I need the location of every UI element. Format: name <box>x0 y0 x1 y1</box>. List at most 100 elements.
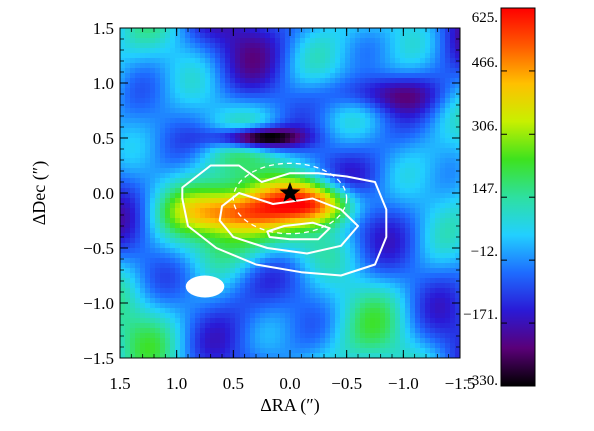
heatmap-cell <box>405 58 411 64</box>
heatmap-cell <box>165 83 171 89</box>
heatmap-cell <box>260 308 266 314</box>
heatmap-cell <box>295 103 301 109</box>
heatmap-cell <box>435 78 441 84</box>
heatmap-cell <box>340 343 346 349</box>
heatmap-cell <box>185 113 191 119</box>
heatmap-cell <box>170 128 176 134</box>
heatmap-cell <box>445 113 451 119</box>
heatmap-cell <box>370 168 376 174</box>
heatmap-cell <box>375 78 381 84</box>
heatmap-cell <box>320 113 326 119</box>
heatmap-cell <box>420 328 426 334</box>
heatmap-cell <box>195 213 201 219</box>
heatmap-cell <box>285 113 291 119</box>
heatmap-cell <box>180 178 186 184</box>
heatmap-cell <box>400 288 406 294</box>
heatmap-cell <box>430 68 436 74</box>
heatmap-cell <box>430 128 436 134</box>
heatmap-cell <box>305 148 311 154</box>
heatmap-cell <box>305 198 311 204</box>
heatmap-cell <box>260 253 266 259</box>
heatmap-cell <box>235 288 241 294</box>
heatmap-cell <box>435 323 441 329</box>
heatmap-cell <box>400 63 406 69</box>
heatmap-cell <box>200 263 206 269</box>
heatmap-cell <box>230 323 236 329</box>
heatmap-cell <box>420 103 426 109</box>
heatmap-cell <box>360 103 366 109</box>
heatmap-cell <box>160 183 166 189</box>
heatmap-cell <box>130 298 136 304</box>
heatmap-cell <box>210 353 216 358</box>
heatmap-cell <box>405 258 411 264</box>
heatmap-cell <box>410 48 416 54</box>
heatmap-cell <box>405 303 411 309</box>
heatmap-cell <box>400 318 406 324</box>
heatmap-cell <box>235 188 241 194</box>
heatmap-cell <box>330 248 336 254</box>
heatmap-cell <box>210 168 216 174</box>
heatmap-cell <box>135 223 141 229</box>
heatmap-cell <box>435 258 441 264</box>
heatmap-cell <box>380 68 386 74</box>
heatmap-cell <box>175 138 181 144</box>
heatmap-cell <box>385 178 391 184</box>
heatmap-cell <box>395 63 401 69</box>
heatmap-cell <box>240 48 246 54</box>
heatmap-cell <box>300 178 306 184</box>
heatmap-cell <box>160 123 166 129</box>
heatmap-cell <box>190 203 196 209</box>
heatmap-cell <box>380 318 386 324</box>
heatmap-cell <box>350 168 356 174</box>
heatmap-cell <box>315 263 321 269</box>
heatmap-cell <box>235 318 241 324</box>
heatmap-cell <box>430 208 436 214</box>
heatmap-cell <box>225 178 231 184</box>
heatmap-cell <box>310 283 316 289</box>
heatmap-cell <box>160 213 166 219</box>
heatmap-cell <box>205 198 211 204</box>
heatmap-cell <box>370 88 376 94</box>
heatmap-cell <box>350 148 356 154</box>
heatmap-cell <box>370 58 376 64</box>
heatmap-cell <box>240 73 246 79</box>
heatmap-cell <box>235 88 241 94</box>
heatmap-cell <box>420 213 426 219</box>
heatmap-cell <box>340 103 346 109</box>
heatmap-cell <box>340 143 346 149</box>
heatmap-cell <box>310 188 316 194</box>
heatmap-cell <box>360 333 366 339</box>
heatmap-cell <box>200 63 206 69</box>
heatmap-cell <box>425 213 431 219</box>
heatmap-cell <box>335 293 341 299</box>
heatmap-cell <box>140 278 146 284</box>
heatmap-cell <box>160 228 166 234</box>
heatmap-cell <box>440 238 446 244</box>
heatmap-cell <box>150 88 156 94</box>
heatmap-cell <box>395 113 401 119</box>
heatmap-cell <box>400 278 406 284</box>
heatmap-cell <box>335 303 341 309</box>
heatmap-cell <box>120 343 126 349</box>
heatmap-cell <box>225 88 231 94</box>
heatmap-cell <box>155 308 161 314</box>
heatmap-cell <box>185 78 191 84</box>
heatmap-cell <box>180 68 186 74</box>
heatmap-cell <box>430 48 436 54</box>
heatmap-cell <box>435 143 441 149</box>
heatmap-cell <box>175 248 181 254</box>
heatmap-cell <box>130 323 136 329</box>
heatmap-cell <box>320 263 326 269</box>
heatmap-cell <box>300 238 306 244</box>
heatmap-cell <box>440 308 446 314</box>
heatmap-cell <box>160 118 166 124</box>
heatmap-cell <box>445 283 451 289</box>
heatmap-cell <box>145 328 151 334</box>
heatmap-cell <box>340 238 346 244</box>
heatmap-cell <box>320 183 326 189</box>
heatmap-cell <box>390 323 396 329</box>
heatmap-cell <box>245 328 251 334</box>
heatmap-cell <box>310 153 316 159</box>
heatmap-cell <box>140 263 146 269</box>
heatmap-cell <box>315 43 321 49</box>
